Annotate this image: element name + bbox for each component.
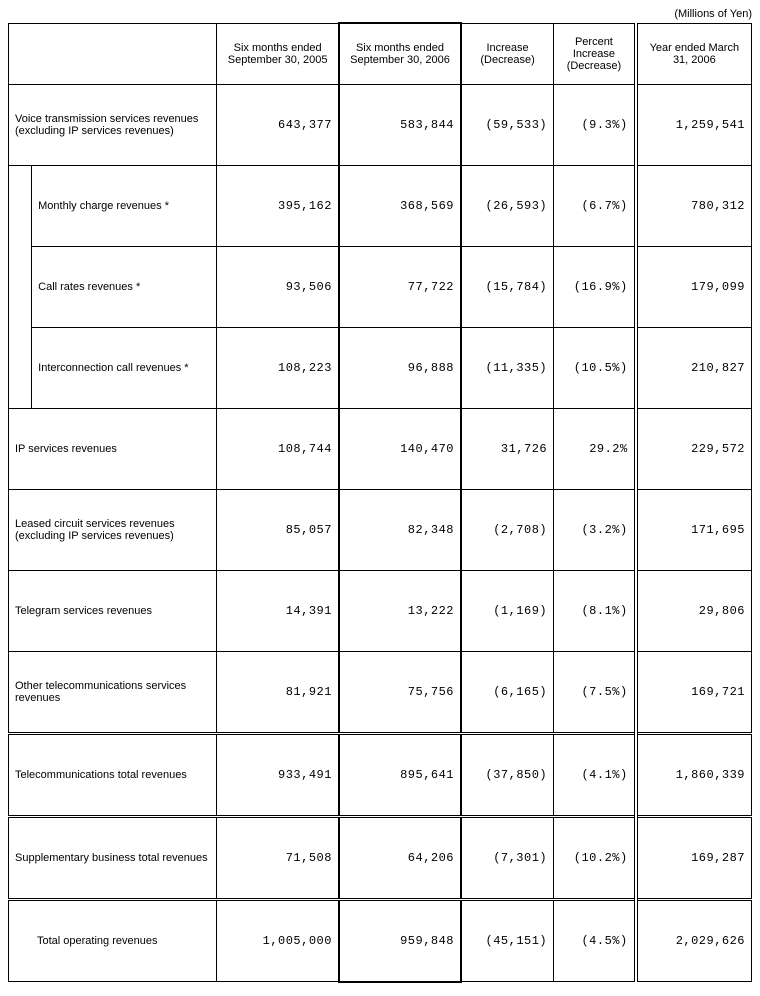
supp-v2: 64,206 — [339, 817, 461, 900]
total-v2: 959,848 — [339, 900, 461, 982]
row-ip: IP services revenues 108,744 140,470 31,… — [9, 409, 752, 490]
table-header-row: Six months ended September 30, 2005 Six … — [9, 23, 752, 85]
total-inc: (45,151) — [461, 900, 554, 982]
other-v1: 81,921 — [217, 652, 339, 734]
header-percent: Percent Increase (Decrease) — [554, 23, 636, 85]
intercon-v1: 108,223 — [217, 328, 339, 409]
telegram-v1: 14,391 — [217, 571, 339, 652]
teltotal-pct: (4.1%) — [554, 734, 636, 817]
label-ip: IP services revenues — [9, 409, 217, 490]
voice-v2: 583,844 — [339, 85, 461, 166]
supp-v1: 71,508 — [217, 817, 339, 900]
voice-v1: 643,377 — [217, 85, 339, 166]
header-increase: Increase (Decrease) — [461, 23, 554, 85]
total-yr: 2,029,626 — [636, 900, 752, 982]
header-blank — [9, 23, 217, 85]
call-v2: 77,722 — [339, 247, 461, 328]
row-voice: Voice transmission services revenues (ex… — [9, 85, 752, 166]
ip-v1: 108,744 — [217, 409, 339, 490]
telegram-pct: (8.1%) — [554, 571, 636, 652]
call-v1: 93,506 — [217, 247, 339, 328]
other-inc: (6,165) — [461, 652, 554, 734]
monthly-pct: (6.7%) — [554, 166, 636, 247]
label-monthly: Monthly charge revenues * — [32, 166, 217, 247]
label-other: Other telecommunications services revenu… — [9, 652, 217, 734]
intercon-pct: (10.5%) — [554, 328, 636, 409]
label-call: Call rates revenues * — [32, 247, 217, 328]
other-v2: 75,756 — [339, 652, 461, 734]
teltotal-inc: (37,850) — [461, 734, 554, 817]
teltotal-v1: 933,491 — [217, 734, 339, 817]
header-year: Year ended March 31, 2006 — [636, 23, 752, 85]
row-leased: Leased circuit services revenues (exclud… — [9, 490, 752, 571]
monthly-yr: 780,312 — [636, 166, 752, 247]
leased-inc: (2,708) — [461, 490, 554, 571]
ip-inc: 31,726 — [461, 409, 554, 490]
unit-note: (Millions of Yen) — [8, 8, 752, 20]
row-other: Other telecommunications services revenu… — [9, 652, 752, 734]
row-supp: Supplementary business total revenues 71… — [9, 817, 752, 900]
call-pct: (16.9%) — [554, 247, 636, 328]
total-v1: 1,005,000 — [217, 900, 339, 982]
ip-v2: 140,470 — [339, 409, 461, 490]
intercon-yr: 210,827 — [636, 328, 752, 409]
row-call: Call rates revenues * 93,506 77,722 (15,… — [9, 247, 752, 328]
leased-yr: 171,695 — [636, 490, 752, 571]
intercon-inc: (11,335) — [461, 328, 554, 409]
supp-pct: (10.2%) — [554, 817, 636, 900]
leased-pct: (3.2%) — [554, 490, 636, 571]
label-supp: Supplementary business total revenues — [9, 817, 217, 900]
call-inc: (15,784) — [461, 247, 554, 328]
label-intercon: Interconnection call revenues * — [32, 328, 217, 409]
label-teltotal: Telecommunications total revenues — [9, 734, 217, 817]
voice-yr: 1,259,541 — [636, 85, 752, 166]
ip-yr: 229,572 — [636, 409, 752, 490]
header-2006: Six months ended September 30, 2006 — [339, 23, 461, 85]
row-total: Total operating revenues 1,005,000 959,8… — [9, 900, 752, 982]
telegram-v2: 13,222 — [339, 571, 461, 652]
leased-v2: 82,348 — [339, 490, 461, 571]
label-telegram: Telegram services revenues — [9, 571, 217, 652]
other-yr: 169,721 — [636, 652, 752, 734]
telegram-inc: (1,169) — [461, 571, 554, 652]
label-voice: Voice transmission services revenues (ex… — [9, 85, 217, 166]
supp-yr: 169,287 — [636, 817, 752, 900]
monthly-v2: 368,569 — [339, 166, 461, 247]
indent — [9, 166, 32, 247]
label-total: Total operating revenues — [9, 900, 217, 982]
label-leased: Leased circuit services revenues (exclud… — [9, 490, 217, 571]
voice-inc: (59,533) — [461, 85, 554, 166]
row-intercon: Interconnection call revenues * 108,223 … — [9, 328, 752, 409]
row-teltotal: Telecommunications total revenues 933,49… — [9, 734, 752, 817]
other-pct: (7.5%) — [554, 652, 636, 734]
total-pct: (4.5%) — [554, 900, 636, 982]
row-monthly: Monthly charge revenues * 395,162 368,56… — [9, 166, 752, 247]
voice-pct: (9.3%) — [554, 85, 636, 166]
indent — [9, 247, 32, 328]
monthly-v1: 395,162 — [217, 166, 339, 247]
leased-v1: 85,057 — [217, 490, 339, 571]
header-2005: Six months ended September 30, 2005 — [217, 23, 339, 85]
indent — [9, 328, 32, 409]
monthly-inc: (26,593) — [461, 166, 554, 247]
telegram-yr: 29,806 — [636, 571, 752, 652]
revenue-table: Six months ended September 30, 2005 Six … — [8, 22, 752, 983]
call-yr: 179,099 — [636, 247, 752, 328]
supp-inc: (7,301) — [461, 817, 554, 900]
ip-pct: 29.2% — [554, 409, 636, 490]
intercon-v2: 96,888 — [339, 328, 461, 409]
row-telegram: Telegram services revenues 14,391 13,222… — [9, 571, 752, 652]
teltotal-v2: 895,641 — [339, 734, 461, 817]
teltotal-yr: 1,860,339 — [636, 734, 752, 817]
